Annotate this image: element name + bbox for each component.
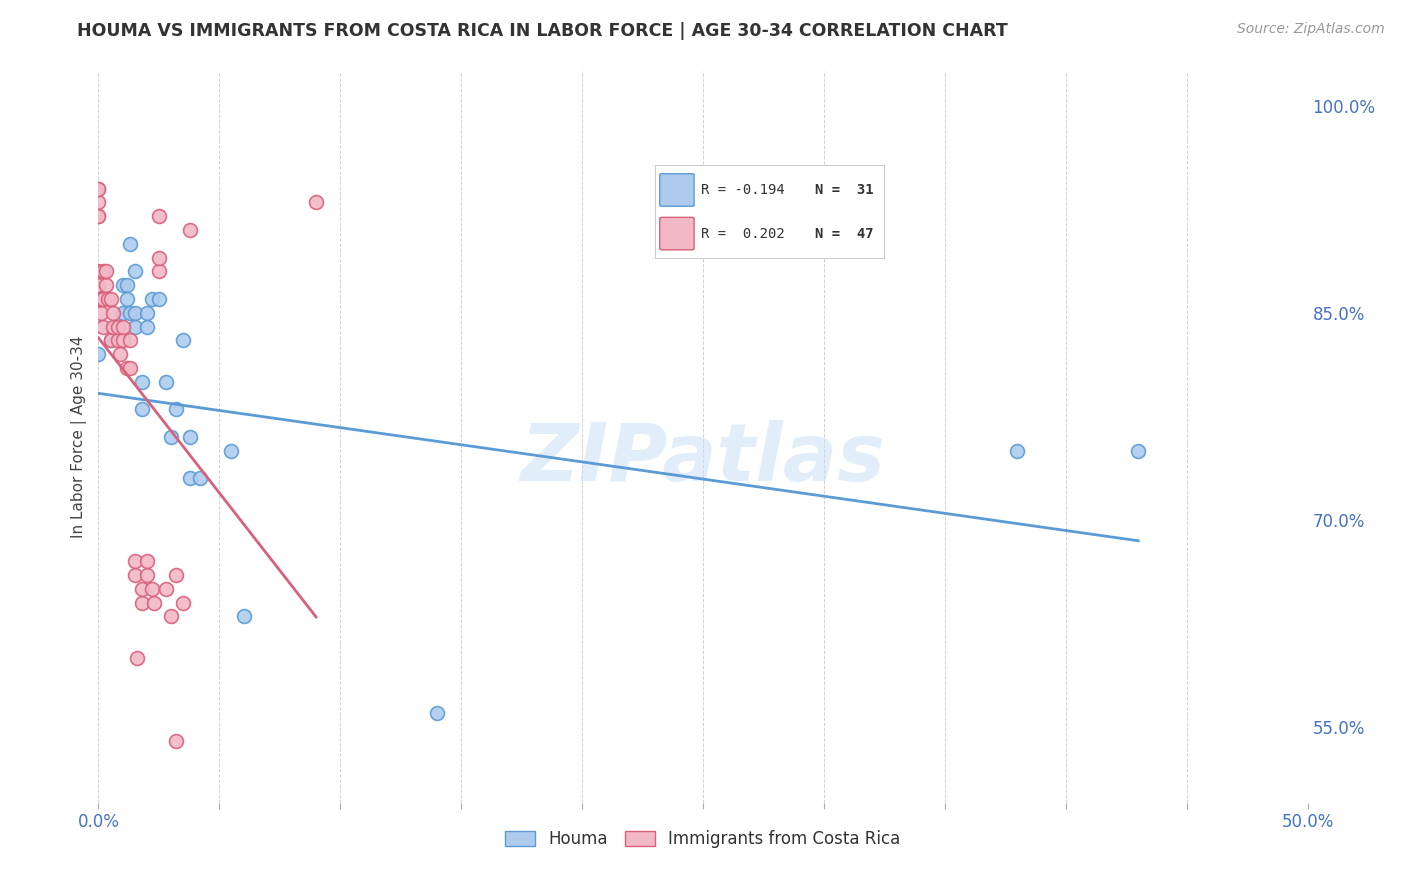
Point	[118, 361, 141, 376]
Point	[188, 471, 211, 485]
Point	[100, 334, 122, 348]
Point	[111, 278, 134, 293]
Point	[124, 554, 146, 568]
Point	[135, 568, 157, 582]
Point	[1007, 443, 1029, 458]
Point	[90, 306, 112, 320]
Point	[245, 816, 267, 830]
Point	[1128, 443, 1150, 458]
Point	[172, 596, 194, 610]
Point	[87, 209, 110, 223]
Point	[117, 278, 139, 293]
Point	[87, 264, 110, 278]
Point	[143, 596, 166, 610]
Point	[111, 334, 134, 348]
Point	[101, 319, 124, 334]
Point	[107, 319, 129, 334]
Point	[172, 334, 194, 348]
Point	[118, 236, 141, 251]
Point	[232, 609, 254, 624]
Point	[179, 223, 201, 237]
Point	[135, 306, 157, 320]
Point	[94, 264, 117, 278]
Point	[111, 319, 134, 334]
Text: N =  47: N = 47	[815, 227, 875, 241]
Point	[87, 182, 110, 196]
Text: ZIPatlas: ZIPatlas	[520, 420, 886, 498]
Point	[87, 182, 110, 196]
Point	[107, 334, 129, 348]
Point	[135, 319, 157, 334]
Point	[131, 596, 153, 610]
FancyBboxPatch shape	[659, 218, 695, 250]
Point	[101, 306, 124, 320]
Point	[160, 609, 183, 624]
Point	[160, 430, 183, 444]
Point	[124, 264, 146, 278]
Point	[131, 582, 153, 596]
Point	[141, 292, 163, 306]
Point	[141, 582, 163, 596]
Text: Source: ZipAtlas.com: Source: ZipAtlas.com	[1237, 22, 1385, 37]
Point	[221, 443, 243, 458]
Point	[148, 292, 170, 306]
Point	[90, 292, 112, 306]
Point	[124, 319, 146, 334]
Point	[111, 306, 134, 320]
Point	[108, 347, 131, 361]
Point	[87, 347, 110, 361]
Point	[124, 568, 146, 582]
Point	[87, 195, 110, 210]
Point	[117, 361, 139, 376]
Text: N =  31: N = 31	[815, 183, 875, 197]
FancyBboxPatch shape	[659, 174, 695, 206]
Point	[87, 278, 110, 293]
Point	[118, 306, 141, 320]
Point	[91, 319, 114, 334]
Text: HOUMA VS IMMIGRANTS FROM COSTA RICA IN LABOR FORCE | AGE 30-34 CORRELATION CHART: HOUMA VS IMMIGRANTS FROM COSTA RICA IN L…	[77, 22, 1008, 40]
Point	[131, 375, 153, 389]
Point	[117, 292, 139, 306]
Point	[179, 430, 201, 444]
Point	[148, 209, 170, 223]
Point	[135, 554, 157, 568]
Point	[118, 334, 141, 348]
Point	[165, 568, 187, 582]
Point	[131, 402, 153, 417]
Legend: Houma, Immigrants from Costa Rica: Houma, Immigrants from Costa Rica	[498, 822, 908, 856]
Point	[100, 334, 122, 348]
Point	[165, 402, 187, 417]
Point	[91, 264, 114, 278]
Point	[94, 278, 117, 293]
Point	[148, 264, 170, 278]
Point	[305, 195, 328, 210]
Text: R = -0.194: R = -0.194	[702, 183, 785, 197]
Text: R =  0.202: R = 0.202	[702, 227, 785, 241]
Point	[127, 651, 149, 665]
Y-axis label: In Labor Force | Age 30-34: In Labor Force | Age 30-34	[72, 335, 87, 539]
Point	[426, 706, 449, 720]
Point	[148, 251, 170, 265]
Point	[124, 306, 146, 320]
Point	[87, 292, 110, 306]
Point	[87, 209, 110, 223]
Point	[165, 733, 187, 747]
Point	[179, 471, 201, 485]
Point	[100, 292, 122, 306]
Point	[155, 582, 177, 596]
Point	[91, 292, 114, 306]
Point	[97, 292, 120, 306]
Point	[155, 375, 177, 389]
